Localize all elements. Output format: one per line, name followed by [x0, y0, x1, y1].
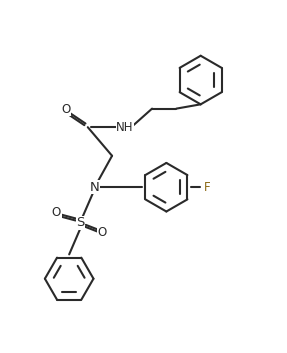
Text: S: S [76, 216, 85, 229]
Text: O: O [52, 207, 61, 220]
Text: N: N [90, 181, 100, 194]
Text: NH: NH [116, 121, 134, 134]
Text: F: F [204, 181, 211, 194]
Text: O: O [97, 227, 107, 239]
Text: O: O [61, 103, 70, 116]
